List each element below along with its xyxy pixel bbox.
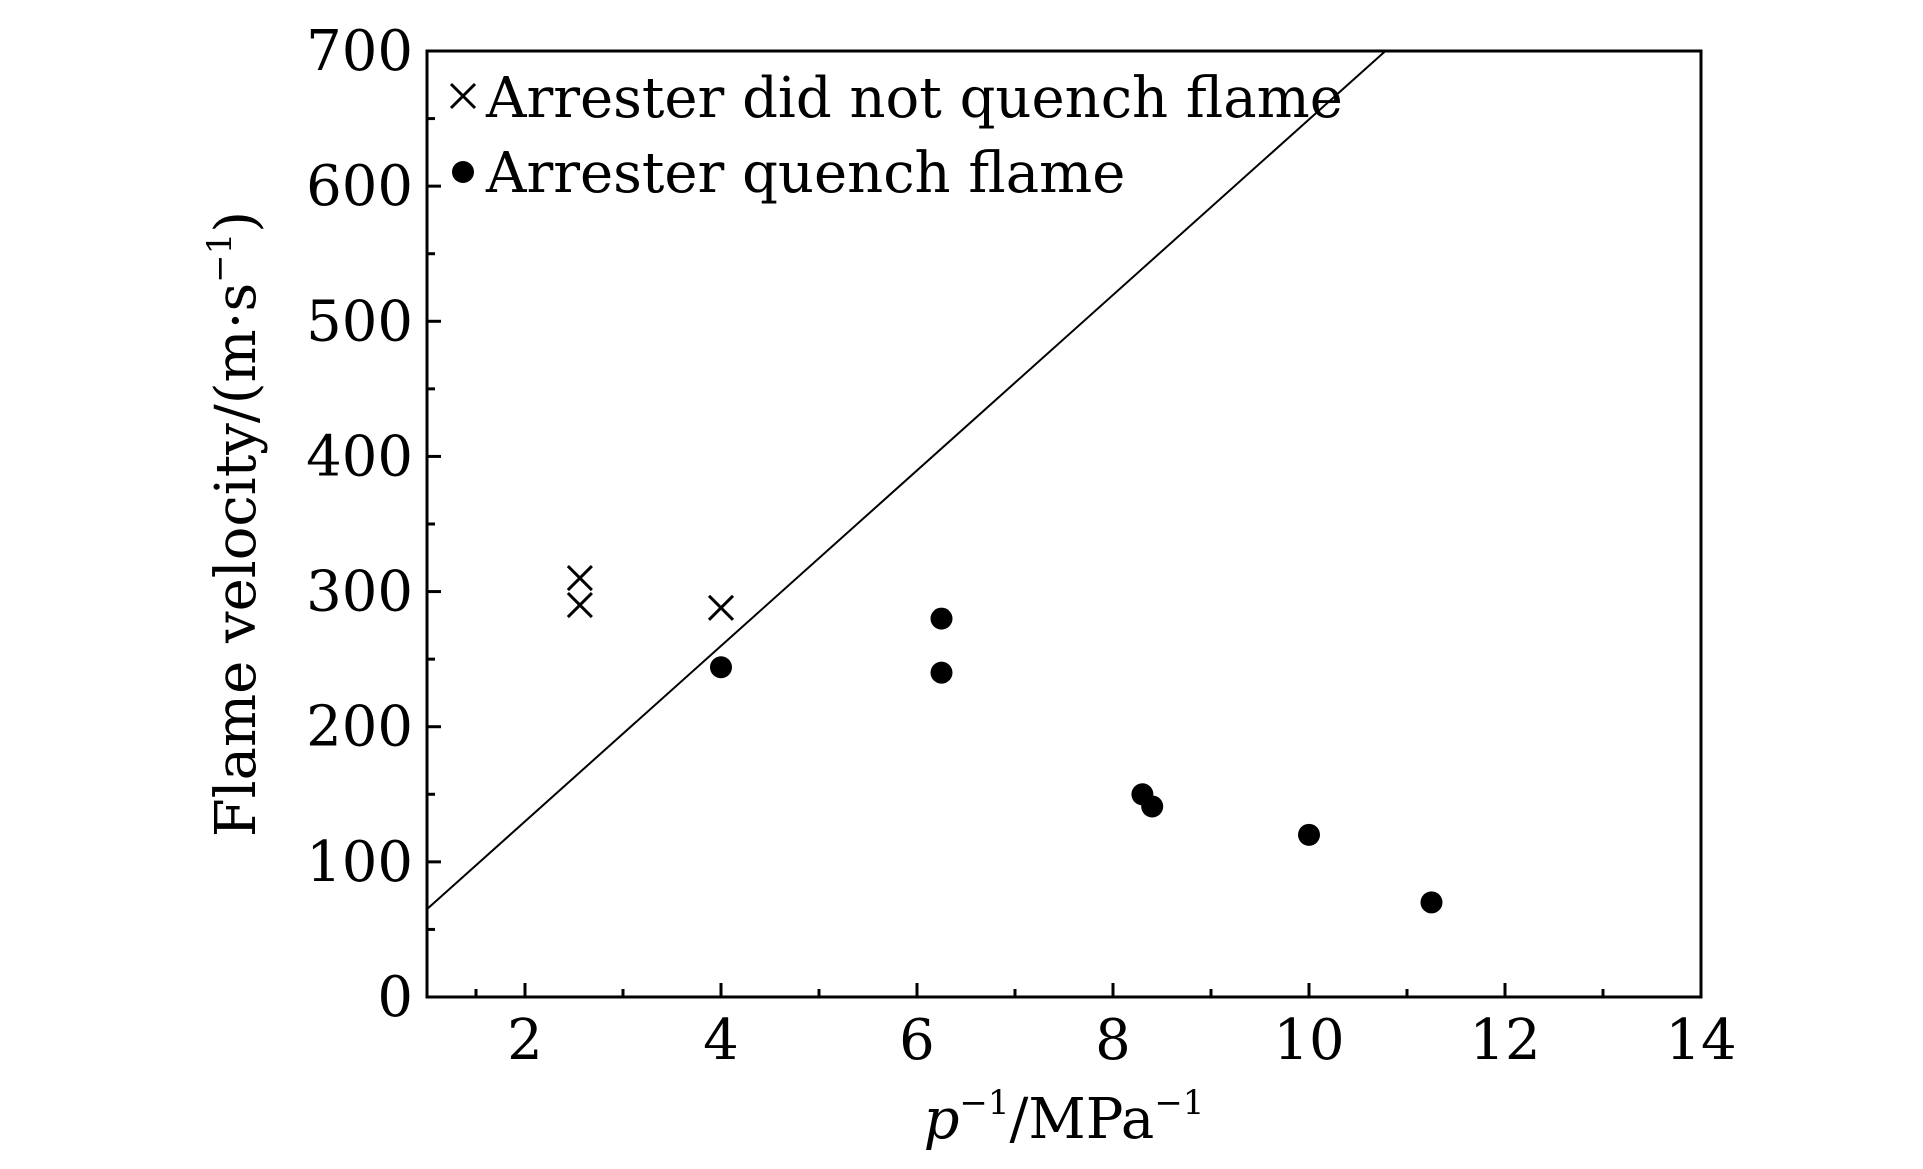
- data-point-not-quenched: [566, 592, 593, 619]
- x-tick-label: 4: [703, 1008, 739, 1073]
- x-axis-title-sup2: −1: [1154, 1083, 1204, 1123]
- x-marker-stroke: [566, 564, 593, 592]
- legend-x-icon: [449, 82, 477, 110]
- x-axis-title-var: p: [924, 1087, 960, 1152]
- y-tick-label: 100: [306, 830, 413, 895]
- x-axis-title-sup1: −1: [959, 1083, 1009, 1123]
- x-tick-label: 12: [1469, 1008, 1540, 1073]
- x-axis-title-unit: /MPa: [1010, 1087, 1155, 1152]
- reference-line-layer: [426, 50, 1387, 910]
- data-point-quenched: [1141, 795, 1164, 818]
- data-point-not-quenched: [566, 564, 593, 592]
- x-tick-label: 10: [1273, 1008, 1344, 1073]
- data-point-quenched: [930, 607, 953, 630]
- x-marker-stroke: [707, 594, 735, 621]
- x-tick-label: 14: [1665, 1008, 1736, 1073]
- data-point-quenched: [1298, 823, 1320, 846]
- legend: Arrester did not quench flame Arrester q…: [449, 66, 1343, 206]
- y-tick-label: 400: [306, 424, 413, 489]
- data-point-quenched: [930, 661, 953, 684]
- tick-marks: [427, 49, 1703, 999]
- legend-label-quenched: Arrester quench flame: [485, 141, 1125, 206]
- legend-marker-dot: [452, 161, 474, 183]
- data-points-layer: [566, 564, 1443, 914]
- legend-label-not-quenched: Arrester did not quench flame: [485, 66, 1343, 131]
- x-marker-stroke: [566, 592, 593, 619]
- y-tick-label: 0: [377, 965, 413, 1030]
- y-tick-label: 700: [306, 19, 413, 84]
- y-tick-label: 500: [306, 289, 413, 354]
- x-tick-label: 2: [507, 1008, 543, 1073]
- y-axis-title-close: ): [204, 211, 269, 233]
- x-axis-title: p−1/MPa−1: [924, 1083, 1205, 1152]
- y-axis-title-main: Flame velocity/(m·s: [204, 283, 269, 837]
- y-tick-label: 600: [306, 154, 413, 219]
- y-tick-label: 200: [306, 695, 413, 760]
- boundary-line: [426, 50, 1387, 910]
- data-point-quenched: [1420, 891, 1443, 914]
- data-point-quenched: [710, 656, 732, 679]
- y-axis-title: Flame velocity/(m·s−1): [200, 211, 269, 837]
- legend-dot-icon: [452, 161, 474, 183]
- x-marker-stroke: [449, 82, 477, 110]
- data-point-not-quenched: [707, 594, 735, 621]
- x-tick-label: 8: [1095, 1008, 1131, 1073]
- y-axis-title-sup: −1: [200, 233, 240, 283]
- y-tick-label: 300: [306, 560, 413, 625]
- x-tick-label: 6: [899, 1008, 935, 1073]
- tick-labels: 0 100 200 300 400 500 600 700 2 4 6 8 10 12 14: [306, 19, 1737, 1073]
- legend-marker-x: [449, 82, 477, 110]
